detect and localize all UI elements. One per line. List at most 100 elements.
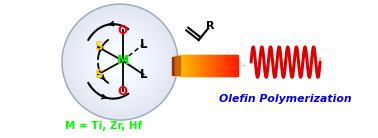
Circle shape	[116, 58, 124, 66]
Bar	[175, 56, 180, 75]
Bar	[192, 55, 194, 76]
Circle shape	[102, 44, 138, 80]
Bar	[172, 57, 175, 75]
Text: O: O	[118, 85, 128, 98]
Circle shape	[98, 40, 142, 84]
Text: R: R	[206, 21, 215, 30]
Circle shape	[81, 22, 160, 102]
Bar	[205, 55, 206, 76]
Bar	[184, 55, 186, 76]
Bar	[199, 55, 200, 76]
Circle shape	[62, 4, 178, 120]
Circle shape	[107, 50, 133, 75]
Bar	[224, 55, 225, 76]
Bar	[211, 55, 212, 76]
Circle shape	[73, 15, 167, 109]
Circle shape	[90, 32, 150, 92]
Circle shape	[81, 23, 159, 101]
Circle shape	[79, 21, 161, 104]
Circle shape	[87, 29, 153, 95]
Bar	[208, 55, 209, 76]
Bar	[196, 55, 197, 76]
Circle shape	[117, 59, 123, 65]
Circle shape	[72, 14, 168, 110]
Circle shape	[68, 10, 172, 114]
Bar	[181, 55, 183, 76]
Bar	[184, 55, 185, 76]
Bar	[209, 55, 210, 76]
Circle shape	[110, 52, 130, 72]
Bar	[180, 55, 181, 76]
Circle shape	[105, 48, 135, 77]
Bar	[190, 55, 191, 76]
Bar	[234, 55, 235, 76]
Circle shape	[94, 36, 146, 88]
Bar	[188, 55, 189, 76]
Bar	[183, 55, 184, 76]
Bar	[222, 55, 223, 76]
Circle shape	[70, 12, 170, 112]
Text: Olefin Polymerization: Olefin Polymerization	[219, 94, 352, 104]
Text: L: L	[140, 68, 147, 81]
Circle shape	[101, 43, 139, 81]
Bar	[236, 55, 237, 76]
Circle shape	[85, 27, 155, 97]
Bar	[215, 55, 216, 76]
Circle shape	[111, 53, 129, 71]
Bar	[229, 55, 230, 76]
Bar	[219, 55, 220, 76]
Bar	[214, 55, 215, 76]
Circle shape	[99, 41, 141, 83]
Text: L: L	[140, 38, 147, 51]
Bar	[208, 55, 209, 76]
Circle shape	[77, 20, 163, 105]
Circle shape	[65, 7, 175, 117]
Circle shape	[88, 30, 152, 94]
Bar	[182, 55, 183, 76]
Bar	[193, 55, 194, 76]
Circle shape	[84, 26, 156, 98]
Bar	[192, 55, 193, 76]
Circle shape	[96, 38, 144, 86]
Bar	[233, 55, 234, 76]
Circle shape	[71, 13, 169, 111]
Circle shape	[109, 51, 131, 73]
Bar	[195, 55, 196, 76]
Circle shape	[102, 45, 137, 79]
Bar	[198, 55, 199, 76]
Circle shape	[79, 22, 161, 103]
Circle shape	[105, 47, 135, 78]
Bar	[187, 55, 188, 76]
Bar	[204, 55, 205, 76]
Bar	[218, 55, 219, 76]
Circle shape	[74, 16, 166, 108]
Circle shape	[97, 39, 143, 85]
Text: O: O	[118, 24, 128, 37]
Circle shape	[100, 42, 140, 82]
Bar	[220, 55, 221, 76]
Bar	[189, 55, 191, 76]
Bar	[227, 55, 228, 76]
Bar	[231, 55, 232, 76]
Bar	[179, 55, 180, 76]
Bar	[230, 55, 231, 76]
Circle shape	[114, 56, 126, 68]
Bar	[197, 55, 198, 76]
Circle shape	[76, 19, 163, 106]
Bar	[237, 55, 238, 76]
Text: S: S	[94, 68, 102, 81]
Circle shape	[76, 18, 164, 107]
Bar	[186, 55, 187, 76]
Circle shape	[95, 37, 145, 87]
Bar	[200, 55, 201, 76]
Bar	[211, 55, 212, 76]
Bar	[217, 55, 218, 76]
Circle shape	[104, 46, 136, 79]
Circle shape	[119, 61, 121, 63]
Bar	[194, 55, 195, 76]
Bar	[232, 55, 233, 76]
Circle shape	[74, 17, 166, 108]
Circle shape	[118, 60, 122, 64]
Bar	[210, 55, 211, 76]
Bar	[221, 55, 222, 76]
